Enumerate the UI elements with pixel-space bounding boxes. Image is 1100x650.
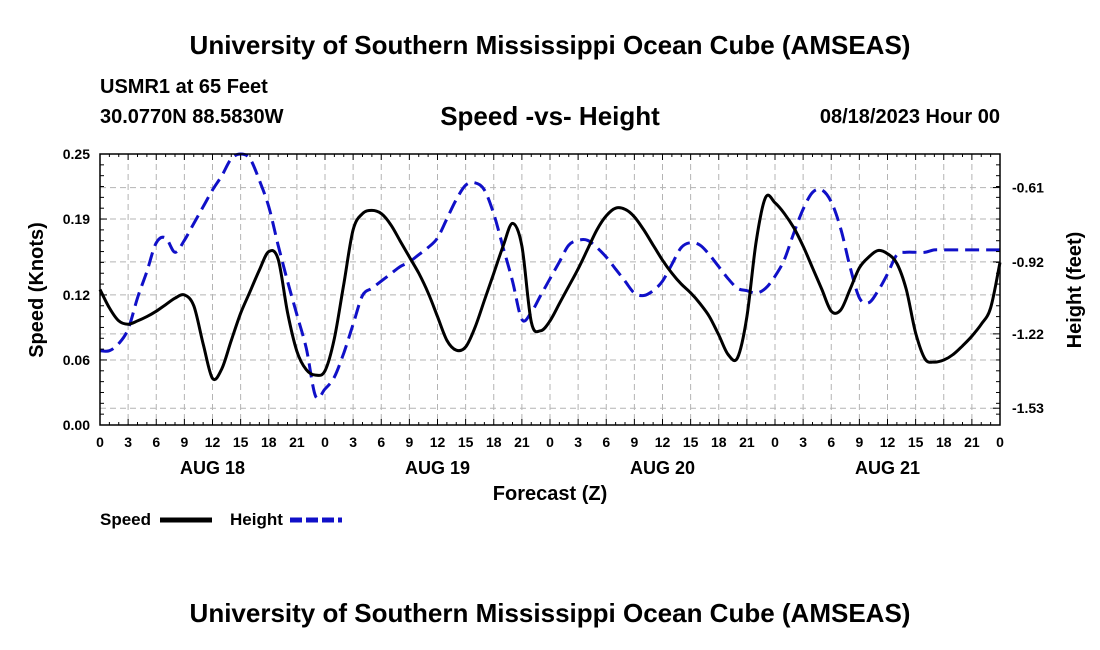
- height-series-line: [99, 152, 1000, 400]
- x-tick-label: 12: [205, 434, 221, 450]
- x-tick-label: 9: [180, 434, 188, 450]
- axes: 0 3 6 9 12 15 18 21 0 3 6 9 12 15 18 21 0 3 6 9 12 15 18 21 0 3 6 9…: [63, 146, 1044, 478]
- x-tick-label: 3: [799, 434, 807, 450]
- x-tick-label: 9: [405, 434, 413, 450]
- x-tick-label: 18: [936, 434, 952, 450]
- x-tick-label: 21: [514, 434, 530, 450]
- y2-axis-title: Height (feet): [1064, 232, 1086, 349]
- chart-title: Speed -vs- Height: [440, 101, 660, 131]
- x-tick-label: 12: [655, 434, 671, 450]
- x-tick-label: 12: [430, 434, 446, 450]
- x-tick-label: 0: [321, 434, 329, 450]
- x-tick-label: 18: [261, 434, 277, 450]
- x-tick-label: 9: [855, 434, 863, 450]
- x-tick-label: 3: [349, 434, 357, 450]
- x-tick-label: 6: [827, 434, 835, 450]
- x-tick-label: 12: [880, 434, 896, 450]
- y2-tick-label: -1.22: [1012, 326, 1044, 342]
- y-tick-label: 0.25: [63, 146, 90, 162]
- x-tick-label: 9: [630, 434, 638, 450]
- day-label: AUG 20: [630, 458, 695, 478]
- day-label: AUG 18: [180, 458, 245, 478]
- x-tick-label: 6: [602, 434, 610, 450]
- x-tick-label: 15: [233, 434, 249, 450]
- series-lines: [98, 152, 1002, 400]
- run-time-label: 08/18/2023 Hour 00: [819, 106, 1000, 128]
- legend-label-speed: Speed: [100, 510, 151, 529]
- y2-tick-label: -0.92: [1012, 254, 1044, 270]
- footer-title: University of Southern Mississippi Ocean…: [189, 598, 911, 628]
- legend: Speed Height: [100, 510, 342, 529]
- x-tick-label: 0: [771, 434, 779, 450]
- x-axis-title: Forecast (Z): [493, 483, 607, 505]
- y-tick-label: 0.19: [63, 211, 90, 227]
- x-tick-label: 3: [124, 434, 132, 450]
- x-tick-label: 6: [152, 434, 160, 450]
- x-tick-label: 0: [96, 434, 104, 450]
- x-tick-label: 0: [546, 434, 554, 450]
- legend-label-height: Height: [230, 510, 283, 529]
- x-tick-label: 18: [711, 434, 727, 450]
- page-title: University of Southern Mississippi Ocean…: [189, 30, 911, 60]
- speed-series-line: [98, 193, 1002, 381]
- x-tick-label: 6: [377, 434, 385, 450]
- x-tick-label: 15: [908, 434, 924, 450]
- y-tick-label: 0.00: [63, 417, 90, 433]
- y2-tick-label: -0.61: [1012, 180, 1044, 196]
- x-tick-label: 21: [739, 434, 755, 450]
- x-tick-label: 21: [964, 434, 980, 450]
- y-tick-label: 0.06: [63, 352, 90, 368]
- x-tick-label: 15: [683, 434, 699, 450]
- y-tick-label: 0.12: [63, 287, 90, 303]
- x-tick-label: 3: [574, 434, 582, 450]
- grid-lines: [100, 154, 1000, 425]
- day-label: AUG 21: [855, 458, 920, 478]
- x-tick-label: 21: [289, 434, 305, 450]
- y2-tick-label: -1.53: [1012, 400, 1044, 416]
- x-tick-label: 15: [458, 434, 474, 450]
- x-tick-label: 0: [996, 434, 1004, 450]
- coordinates-label: 30.0770N 88.5830W: [100, 106, 284, 128]
- station-label: USMR1 at 65 Feet: [100, 76, 268, 98]
- y-axis-title: Speed (Knots): [26, 222, 48, 358]
- x-tick-label: 18: [486, 434, 502, 450]
- day-label: AUG 19: [405, 458, 470, 478]
